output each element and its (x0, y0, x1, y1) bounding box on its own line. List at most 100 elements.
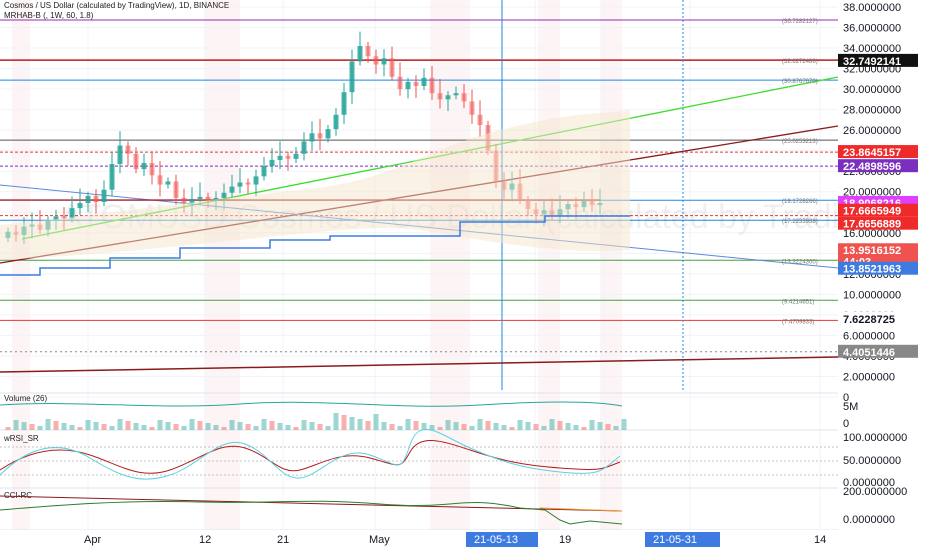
date-highlight-text: 21-05-13 (474, 534, 518, 546)
candle-body (325, 129, 331, 139)
level-labels: (36.7282127) (32.8272488) (30.8767670) (25.… (782, 19, 818, 325)
symbol-title: Cosmos / US Dollar (calculated by Tradin… (4, 1, 230, 10)
volume-bar (357, 419, 363, 430)
price-tick: 38.0000000 (843, 2, 901, 14)
wrsi-line (0, 428, 621, 480)
volume-bar (117, 419, 123, 430)
volume-bar (197, 421, 203, 430)
volume-bar (597, 422, 603, 430)
volume-bar (109, 426, 115, 430)
level-label: (19.1728266) (782, 199, 818, 205)
level-label: (25.0253213) (782, 139, 818, 145)
candle-body (237, 182, 243, 187)
candle-body (253, 176, 259, 185)
indicator-lines (0, 110, 630, 276)
indicator-header[interactable]: MRHAB-B (, 1W, 60, 1.8) (4, 11, 96, 20)
candle-body (309, 133, 315, 142)
volume-bar (565, 423, 571, 430)
volume-bar (37, 426, 43, 430)
price-tick: 36.0000000 (843, 23, 901, 35)
volume-bar (77, 427, 83, 430)
lower-red-line (0, 356, 839, 373)
volume-bar (557, 421, 563, 430)
candle-body (477, 114, 483, 126)
volume-bar (309, 422, 315, 430)
candle-body (141, 163, 147, 170)
volume-bar (53, 421, 59, 430)
event-band-1 (205, 0, 240, 530)
price-badge-text: 22.4898596 (843, 161, 901, 173)
price-tick: 10.0000000 (843, 289, 901, 301)
price-tick: 26.0000000 (843, 125, 901, 137)
price-badge (838, 159, 918, 173)
volume-bar (229, 420, 235, 430)
volume-bar (349, 417, 355, 430)
volume-bar (61, 423, 67, 430)
volume-bar (173, 424, 179, 430)
time-label: 21 (277, 534, 289, 546)
symbol-header[interactable]: Cosmos / US Dollar (calculated by Tradin… (4, 1, 232, 10)
candle-body (437, 93, 443, 100)
volume-bar (325, 426, 331, 430)
stepped-support-line (0, 215, 630, 276)
volume-label: Volume (26) (4, 394, 47, 403)
volume-bar (277, 423, 283, 430)
volume-bar (461, 424, 467, 430)
price-badge (838, 216, 918, 230)
candle-body (77, 203, 83, 209)
candle-body (229, 186, 235, 193)
price-tick: 20.0000000 (843, 187, 901, 199)
indicator-title: MRHAB-B (, 1W, 60, 1.8) (4, 11, 94, 20)
volume-bar (541, 426, 547, 430)
volume-bar (333, 413, 339, 430)
volume-bar (581, 427, 587, 430)
price-badge-text: 13.9516152 (843, 245, 901, 257)
candle-body (429, 77, 435, 94)
candle-body (293, 153, 299, 159)
volume-bar (453, 422, 459, 430)
volume-bar (181, 426, 187, 430)
candle-body (205, 196, 211, 201)
candle-body (381, 58, 387, 65)
candle-body (461, 93, 467, 102)
candle-body (341, 92, 347, 115)
candle-body (149, 163, 155, 176)
volume-bar (445, 420, 451, 430)
candle-body (301, 141, 307, 154)
volume-bar (285, 425, 291, 430)
candle-body (69, 208, 75, 219)
candle-body (117, 145, 123, 165)
candle-body (125, 145, 131, 154)
candle-body (85, 195, 91, 204)
price-badges: 32.749214123.864515722.489859618.9068216… (838, 53, 918, 359)
price-tick: 2.0000000 (843, 371, 895, 383)
volume-bar (605, 424, 611, 430)
candle-body (349, 61, 355, 93)
price-tick: 34.0000000 (843, 43, 901, 55)
volume-bar (85, 420, 91, 430)
price-badge (838, 243, 918, 257)
date-highlight (645, 532, 720, 547)
volume-bar (573, 425, 579, 430)
volume-bar (261, 419, 267, 430)
candle-body (453, 93, 459, 96)
candle-body (373, 56, 379, 65)
price-badge (838, 261, 918, 275)
event-band-3 (538, 0, 560, 530)
volume-bar (157, 420, 163, 430)
volume-bar (5, 427, 11, 430)
pane-tick: 200.0000000 (843, 486, 907, 498)
pane-tick: 0.0000000 (843, 514, 895, 526)
volume-bar (101, 424, 107, 430)
candle-body (101, 189, 107, 202)
time-label: Apr (84, 534, 101, 546)
time-axis[interactable]: Apr 12 21 May 19 14 21-05-13 21-05-31 (0, 530, 932, 550)
volume-bar (533, 424, 539, 430)
volume-bar (21, 422, 27, 430)
candle-body (165, 181, 171, 185)
volume-bar (389, 424, 395, 430)
volume-bar (45, 419, 51, 430)
volume-bar (93, 422, 99, 430)
event-band-2 (430, 0, 470, 530)
